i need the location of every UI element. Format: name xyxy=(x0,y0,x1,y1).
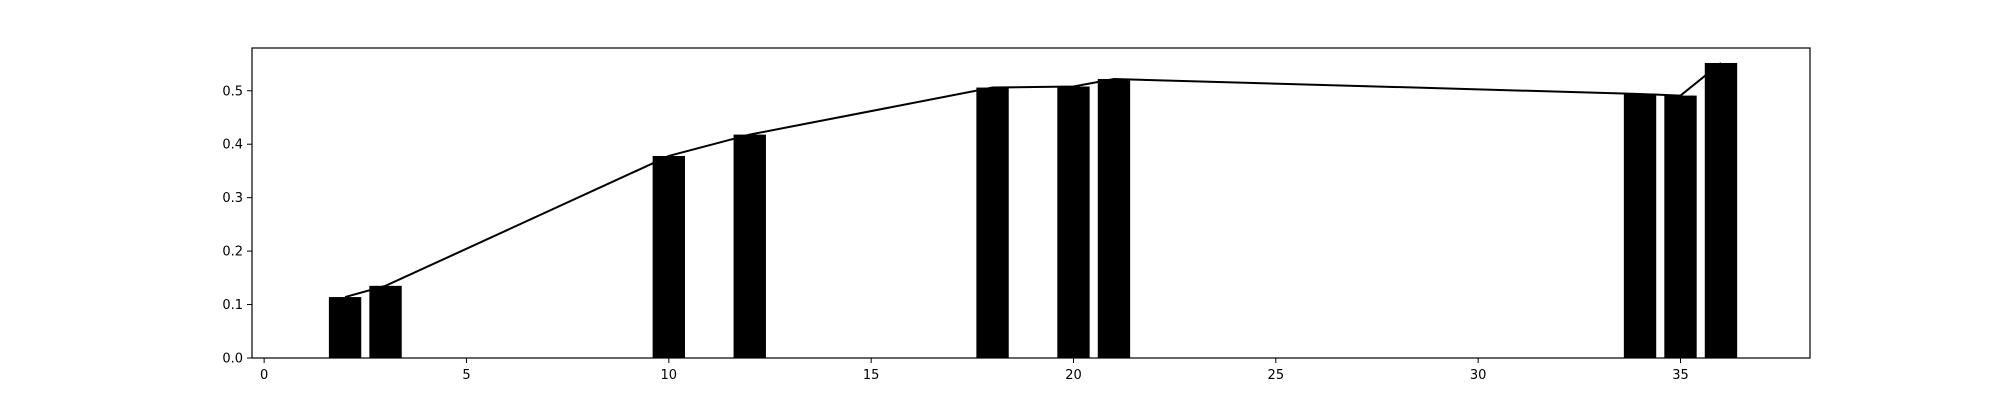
y-tick-label: 0.4 xyxy=(222,138,243,153)
bar xyxy=(328,297,362,358)
x-axis-ticks: 0 5 10 15 20 25 30 35 xyxy=(260,358,1689,383)
bar xyxy=(369,285,402,358)
x-tick-label: 10 xyxy=(661,368,678,383)
x-tick-label: 5 xyxy=(462,368,470,383)
bar xyxy=(652,155,685,358)
x-tick-label: 35 xyxy=(1672,368,1689,383)
x-tick-label: 25 xyxy=(1268,368,1285,383)
x-tick-label: 30 xyxy=(1470,368,1487,383)
bar xyxy=(1664,95,1697,358)
bar xyxy=(1704,62,1738,358)
bar xyxy=(976,87,1009,359)
y-axis-ticks: 0.0 0.1 0.2 0.3 0.4 0.5 xyxy=(222,84,252,367)
bar xyxy=(1623,93,1657,358)
y-tick-label: 0.2 xyxy=(222,245,243,260)
y-tick-label: 0.0 xyxy=(222,352,243,367)
bar xyxy=(733,134,766,358)
y-tick-label: 0.5 xyxy=(222,84,243,99)
plot-frame xyxy=(251,47,1811,359)
bar-series xyxy=(328,62,1738,359)
x-tick-label: 20 xyxy=(1065,368,1082,383)
bar xyxy=(1097,79,1131,358)
bar xyxy=(1057,86,1090,358)
y-tick-label: 0.1 xyxy=(222,298,243,313)
x-tick-label: 15 xyxy=(863,368,880,383)
x-tick-label: 0 xyxy=(260,368,268,383)
y-tick-label: 0.3 xyxy=(222,191,243,206)
trend-line xyxy=(344,62,1722,299)
